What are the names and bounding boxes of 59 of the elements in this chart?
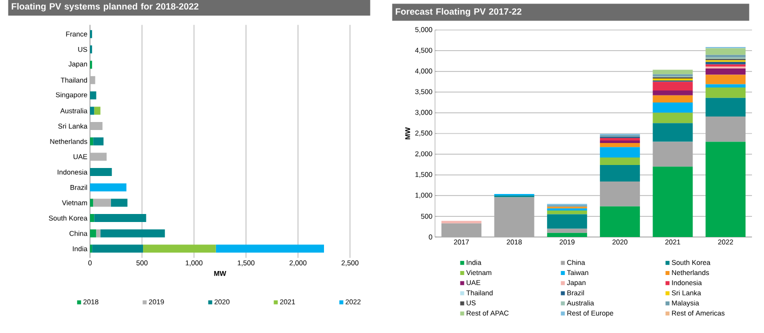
bar <box>652 102 693 113</box>
bar <box>90 168 112 176</box>
bar <box>94 214 146 222</box>
bar <box>706 48 746 55</box>
bar <box>100 229 165 238</box>
chart-title: Floating PV systems planned for 2018-2022 <box>12 2 198 12</box>
bar <box>93 137 104 146</box>
bar <box>652 70 693 74</box>
bar <box>706 54 746 58</box>
bar <box>600 143 640 148</box>
bar <box>706 98 746 117</box>
bar <box>706 116 746 142</box>
bar <box>143 244 216 253</box>
bar <box>652 82 693 90</box>
bar <box>547 228 588 233</box>
bar <box>216 244 324 253</box>
bar <box>706 142 746 237</box>
bar <box>92 244 144 253</box>
bar <box>441 220 482 224</box>
bar <box>652 90 693 96</box>
bar <box>94 106 100 115</box>
bar <box>706 62 746 64</box>
bar <box>706 84 746 88</box>
bar <box>600 158 640 165</box>
bar <box>90 152 107 161</box>
bar <box>600 147 640 158</box>
bar <box>600 138 640 141</box>
bar <box>652 95 693 102</box>
bar <box>600 182 640 206</box>
bar <box>706 88 746 98</box>
bar <box>547 232 588 237</box>
bar <box>652 123 693 142</box>
bar <box>90 214 94 222</box>
bar <box>652 166 693 237</box>
bar <box>90 106 94 115</box>
bar <box>90 183 126 192</box>
bar <box>652 112 693 124</box>
bar <box>600 164 640 182</box>
bar <box>652 142 693 167</box>
bar <box>90 137 94 146</box>
bar <box>90 91 96 100</box>
bar <box>90 198 94 207</box>
bar <box>110 198 128 207</box>
bar <box>90 122 102 130</box>
chart-title: Forecast Floating PV 2017-22 <box>396 8 522 17</box>
bar <box>706 68 746 75</box>
bar <box>90 229 96 238</box>
bar <box>706 66 746 69</box>
bar <box>547 210 588 214</box>
bar <box>90 76 96 84</box>
bar <box>600 140 640 144</box>
bar <box>441 223 482 237</box>
bar <box>93 198 111 207</box>
bar <box>547 214 588 229</box>
bar <box>96 229 100 238</box>
bar <box>547 208 588 211</box>
bar <box>652 78 693 81</box>
bar <box>706 74 746 84</box>
bar <box>600 206 640 237</box>
